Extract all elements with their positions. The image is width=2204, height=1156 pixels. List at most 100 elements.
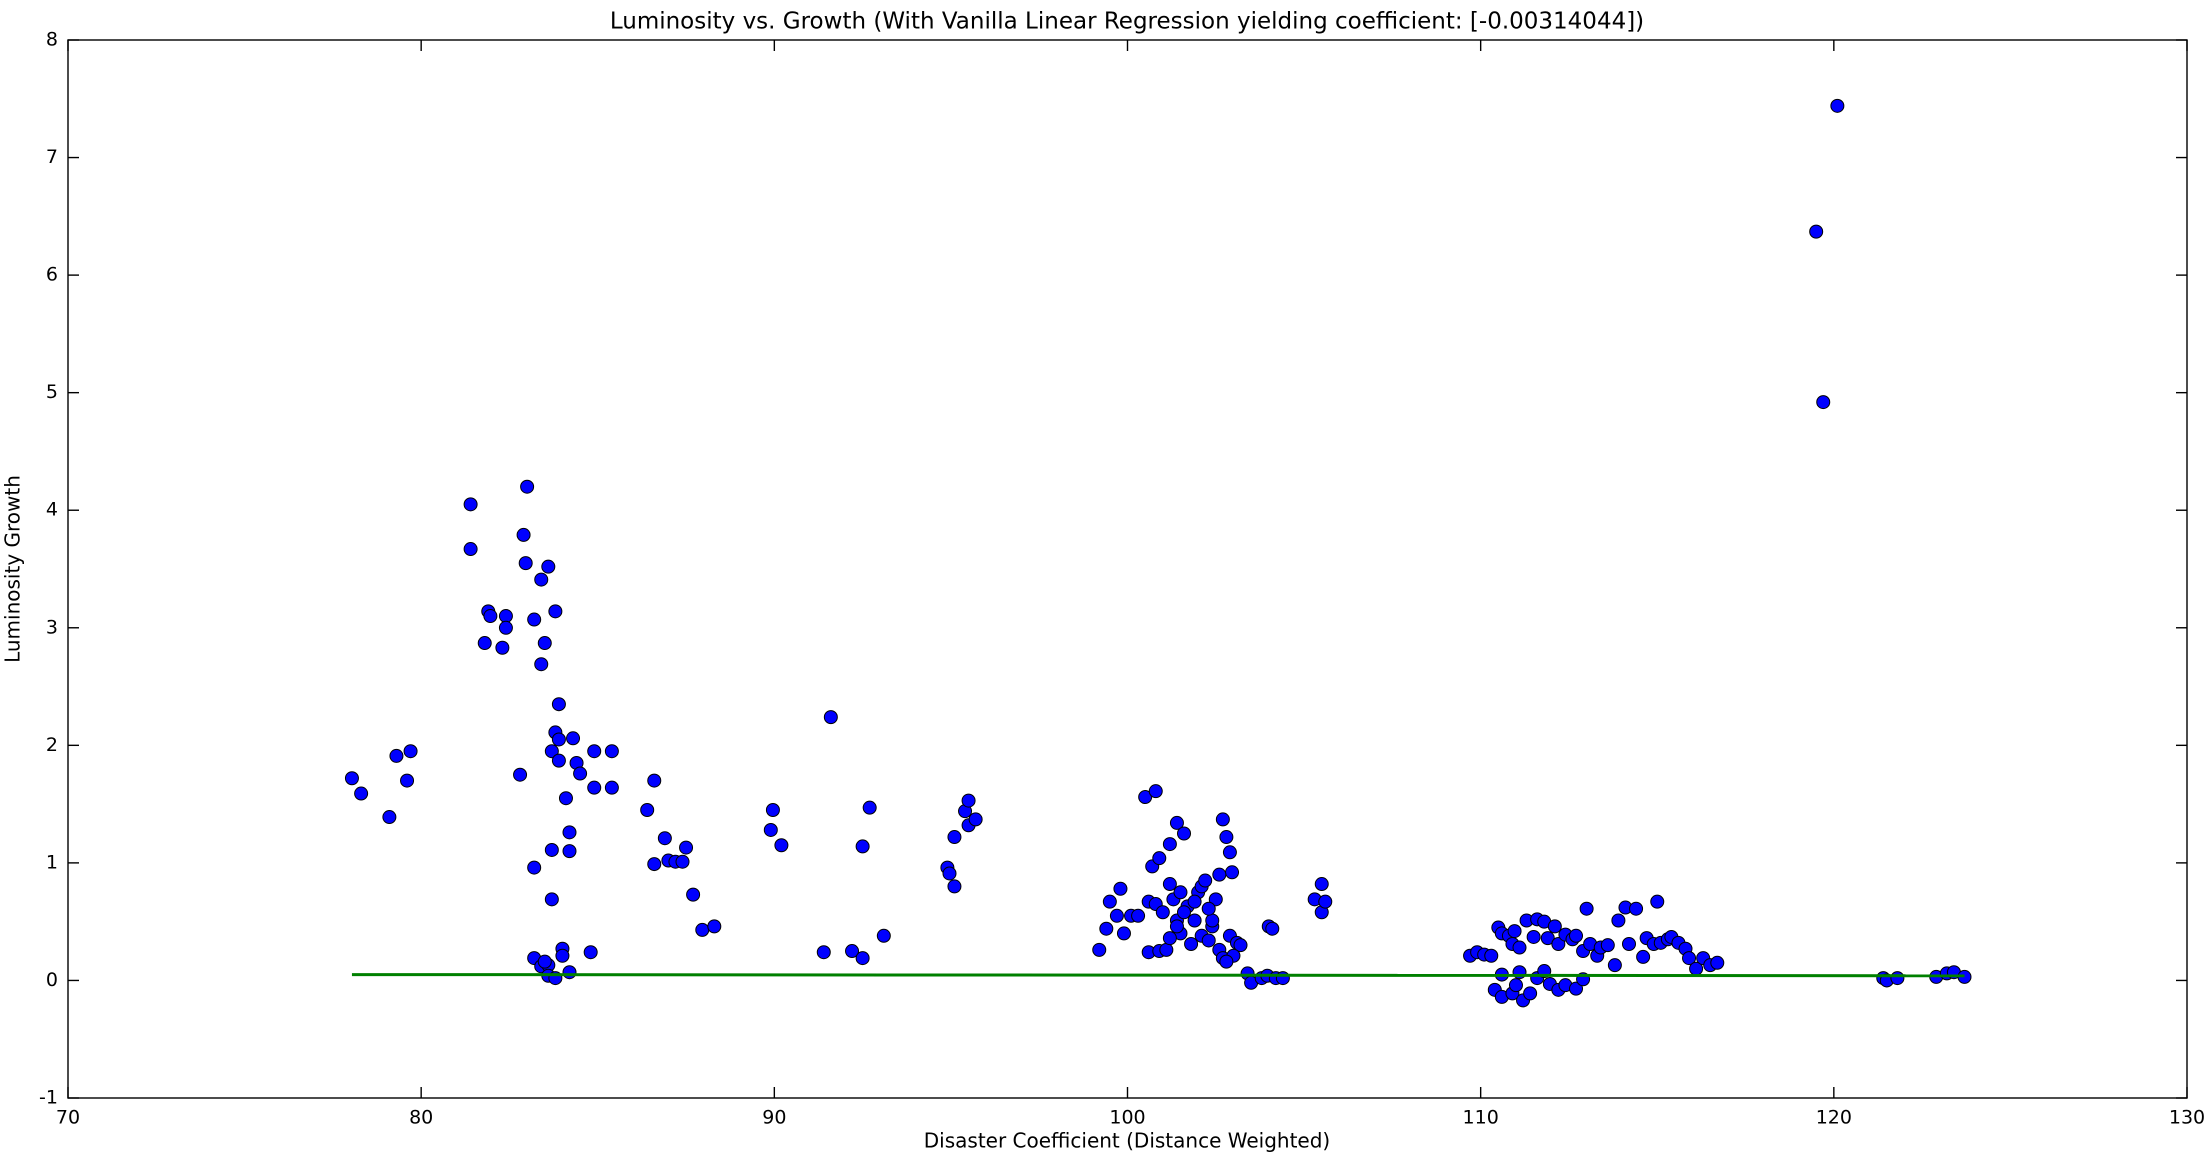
point: [1650, 894, 1665, 909]
point: [765, 802, 780, 817]
point: [1484, 948, 1499, 963]
x-tick-label: 70: [56, 1107, 80, 1129]
point: [1205, 913, 1220, 928]
point: [527, 612, 542, 627]
point: [1177, 826, 1192, 841]
point: [1579, 901, 1594, 916]
point: [1138, 790, 1153, 805]
point: [1113, 881, 1128, 896]
x-tick-label: 110: [1463, 1107, 1499, 1129]
point: [763, 822, 778, 837]
point: [1710, 955, 1725, 970]
point: [1187, 894, 1202, 909]
point: [1162, 837, 1177, 852]
point: [1526, 929, 1541, 944]
y-tick-label: 4: [46, 499, 58, 521]
point: [400, 773, 415, 788]
y-tick-label: 6: [46, 264, 58, 286]
point: [604, 780, 619, 795]
x-tick-label: 90: [762, 1107, 786, 1129]
ticks: 70 80 90 100 110 120 130 -1 0 1 2 3 4 5 6 7 8: [39, 29, 2204, 1129]
point: [537, 636, 552, 651]
point: [1314, 877, 1329, 892]
point: [1551, 937, 1566, 952]
point: [520, 479, 535, 494]
x-axis-label: Disaster Coefficient (Distance Weighted): [924, 1129, 1330, 1153]
point: [498, 620, 513, 635]
point: [1201, 933, 1216, 948]
point: [403, 744, 418, 759]
point: [845, 944, 860, 959]
point: [516, 527, 531, 542]
point: [604, 744, 619, 759]
point: [566, 731, 581, 746]
point: [534, 572, 549, 587]
point: [1159, 942, 1174, 957]
point: [647, 857, 662, 872]
point: [1219, 830, 1234, 845]
point: [1222, 845, 1237, 860]
point: [862, 800, 877, 815]
point: [1547, 919, 1562, 934]
point: [1816, 395, 1831, 410]
point: [686, 887, 701, 902]
point: [947, 830, 962, 845]
point: [1201, 901, 1216, 916]
point: [774, 838, 789, 853]
regression-line: [351, 973, 1965, 978]
point: [1152, 851, 1167, 866]
point: [537, 954, 552, 969]
point: [1131, 908, 1146, 923]
point: [562, 825, 577, 840]
point: [1116, 926, 1131, 941]
point: [354, 786, 369, 801]
point: [942, 866, 957, 881]
point: [1215, 812, 1230, 827]
point: [1682, 951, 1697, 966]
point: [1219, 954, 1234, 969]
point: [544, 892, 559, 907]
point: [1600, 938, 1615, 953]
point: [968, 812, 983, 827]
point: [463, 542, 478, 557]
point: [573, 766, 588, 781]
point: [1187, 913, 1202, 928]
point: [551, 753, 566, 768]
point: [541, 559, 556, 574]
point: [1177, 905, 1192, 920]
point: [675, 854, 690, 869]
y-axis-label: Luminosity Growth: [1, 475, 25, 663]
y-tick-label: 1: [46, 851, 58, 873]
point: [1540, 931, 1555, 946]
point: [855, 839, 870, 854]
y-tick-label: 5: [46, 381, 58, 403]
point: [823, 710, 838, 725]
point: [1507, 924, 1522, 939]
point: [562, 965, 577, 980]
point: [1508, 978, 1523, 993]
point: [1162, 877, 1177, 892]
point: [695, 922, 710, 937]
point: [855, 951, 870, 966]
point: [657, 831, 672, 846]
point: [562, 844, 577, 859]
point: [1092, 942, 1107, 957]
point: [551, 732, 566, 747]
point: [1155, 905, 1170, 920]
point: [1809, 224, 1824, 239]
point: [1275, 971, 1290, 986]
point: [382, 810, 397, 825]
point: [1184, 937, 1199, 952]
point: [640, 802, 655, 817]
point: [1265, 921, 1280, 936]
point: [544, 744, 559, 759]
point: [1318, 894, 1333, 909]
point: [583, 945, 598, 960]
point: [1830, 98, 1845, 113]
point: [1611, 913, 1626, 928]
point: [1099, 921, 1114, 936]
point: [816, 945, 831, 960]
point: [498, 609, 513, 624]
point: [647, 773, 662, 788]
point: [587, 780, 602, 795]
